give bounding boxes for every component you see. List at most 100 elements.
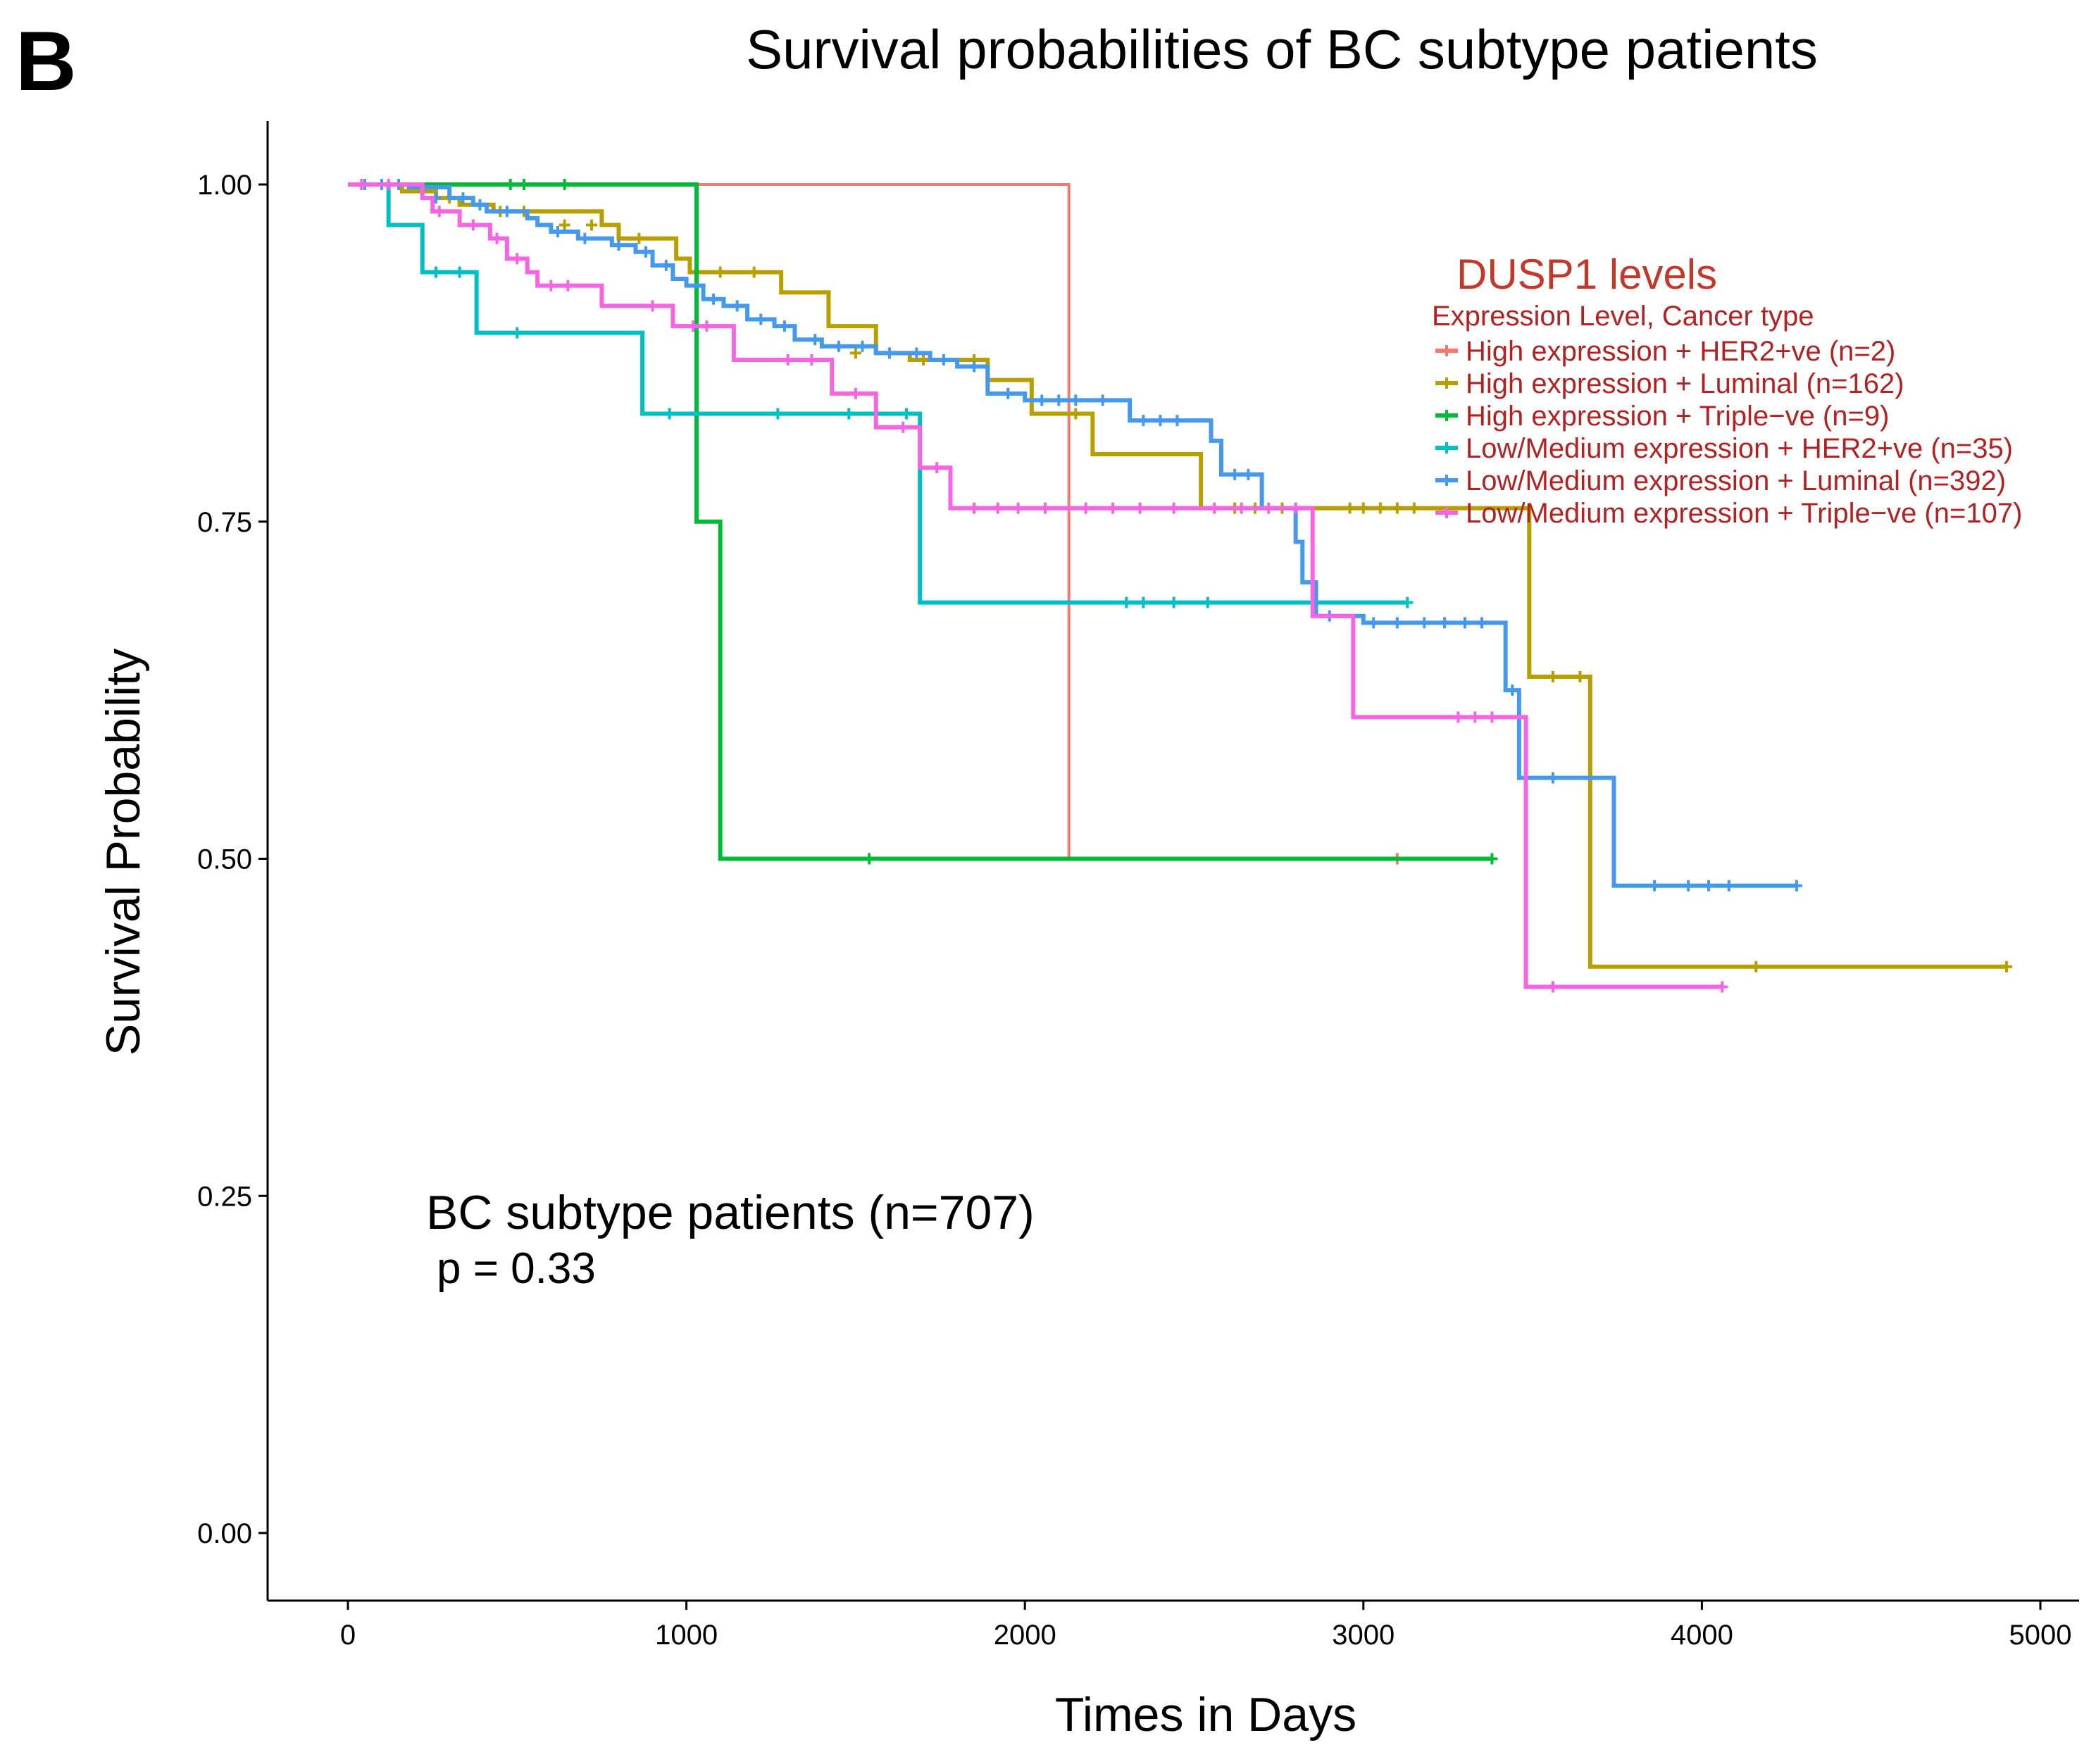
censor-mark bbox=[2000, 961, 2012, 972]
plot-area bbox=[348, 179, 2012, 993]
x-tick-label: 2000 bbox=[994, 1620, 1056, 1651]
legend-label: High expression + HER2+ve (n=2) bbox=[1466, 336, 1895, 367]
censor-mark bbox=[856, 340, 868, 352]
censor-mark bbox=[883, 347, 895, 359]
censor-mark bbox=[1790, 880, 1802, 892]
censor-mark bbox=[457, 192, 469, 204]
censor-mark bbox=[1040, 502, 1052, 514]
series-line bbox=[348, 182, 2007, 969]
y-ticks: 0.00 0.25 0.50 0.75 1.00 bbox=[197, 170, 268, 1549]
censor-mark bbox=[430, 266, 442, 278]
censor-mark bbox=[1486, 853, 1498, 865]
censor-mark bbox=[968, 361, 980, 373]
censor-mark bbox=[1168, 502, 1180, 514]
censor-mark bbox=[1391, 617, 1403, 629]
censor-mark bbox=[714, 266, 726, 278]
y-tick-label: 0.25 bbox=[197, 1181, 252, 1212]
censor-mark bbox=[660, 259, 672, 271]
censor-mark bbox=[687, 320, 699, 332]
censor-mark bbox=[1053, 394, 1065, 406]
censor-mark bbox=[1070, 408, 1082, 420]
series-line bbox=[348, 182, 1797, 888]
legend-label: Low/Medium expression + Luminal (n=392) bbox=[1466, 465, 2006, 496]
censor-mark bbox=[1357, 502, 1369, 514]
annotation-p-value: p = 0.33 bbox=[437, 1244, 596, 1293]
censor-mark bbox=[832, 340, 844, 352]
censor-mark bbox=[1368, 617, 1380, 629]
y-axis-label: Survival Probability bbox=[96, 649, 150, 1056]
series-line bbox=[348, 182, 1723, 989]
censor-mark bbox=[1391, 502, 1403, 514]
censor-mark bbox=[1439, 617, 1451, 629]
censor-mark bbox=[663, 408, 675, 420]
censor-mark bbox=[1649, 880, 1661, 892]
censor-mark bbox=[1012, 502, 1024, 514]
censor-mark bbox=[755, 313, 767, 325]
censor-mark bbox=[1171, 415, 1183, 427]
censor-mark bbox=[640, 246, 651, 258]
censor-mark bbox=[562, 280, 574, 292]
legend-label: Low/Medium expression + HER2+ve (n=35) bbox=[1466, 433, 2013, 464]
censor-mark bbox=[1723, 880, 1735, 892]
censor-mark bbox=[843, 408, 855, 420]
censor-mark bbox=[1097, 394, 1109, 406]
censor-mark bbox=[1209, 502, 1221, 514]
censor-mark bbox=[551, 226, 563, 238]
censor-mark bbox=[748, 266, 760, 278]
censor-mark bbox=[647, 300, 659, 312]
legend-subtitle: Expression Level, Cancer type bbox=[1432, 301, 1814, 332]
x-axis-label: Times in Days bbox=[1055, 1688, 1356, 1741]
legend: DUSP1 levels Expression Level, Cancer ty… bbox=[1432, 251, 2022, 529]
legend-label: High expression + Luminal (n=162) bbox=[1466, 368, 1904, 399]
x-tick-label: 5000 bbox=[2009, 1620, 2072, 1651]
censor-mark bbox=[1121, 596, 1133, 608]
censor-mark bbox=[708, 293, 720, 305]
y-tick-label: 0.00 bbox=[197, 1518, 252, 1549]
censor-mark bbox=[1402, 596, 1414, 608]
censor-mark bbox=[1168, 596, 1180, 608]
censor-mark bbox=[1574, 670, 1586, 682]
axes bbox=[266, 121, 2079, 1602]
y-tick-label: 0.75 bbox=[197, 507, 252, 538]
censor-mark bbox=[1469, 711, 1481, 723]
censor-mark bbox=[1080, 502, 1092, 514]
x-tick-label: 1000 bbox=[655, 1620, 718, 1651]
series-1 bbox=[348, 183, 1403, 865]
censor-mark bbox=[1547, 981, 1559, 993]
censor-mark bbox=[433, 206, 445, 218]
censor-mark bbox=[1202, 596, 1214, 608]
censor-mark bbox=[633, 232, 645, 244]
censor-mark bbox=[731, 300, 743, 312]
censor-mark bbox=[474, 199, 486, 211]
x-tick-label: 0 bbox=[340, 1620, 356, 1651]
censor-mark bbox=[1683, 880, 1695, 892]
censor-mark bbox=[1344, 502, 1356, 514]
censor-mark bbox=[1235, 502, 1247, 514]
censor-mark bbox=[863, 853, 875, 865]
censor-mark bbox=[454, 266, 466, 278]
censor-mark bbox=[1476, 617, 1488, 629]
censor-mark bbox=[931, 462, 943, 474]
censor-mark bbox=[1229, 468, 1241, 480]
y-tick-label: 1.00 bbox=[197, 170, 252, 201]
chart-title: Survival probabilities of BC subtype pat… bbox=[746, 18, 1818, 80]
censor-mark bbox=[1452, 711, 1464, 723]
censor-mark bbox=[613, 239, 625, 251]
censor-mark bbox=[1547, 772, 1559, 784]
censor-mark bbox=[1134, 502, 1146, 514]
censor-mark bbox=[545, 280, 557, 292]
censor-mark bbox=[772, 408, 784, 420]
censor-mark bbox=[900, 408, 912, 420]
censor-mark bbox=[1418, 617, 1430, 629]
censor-mark bbox=[937, 354, 949, 365]
censor-mark bbox=[849, 387, 861, 399]
censor-mark bbox=[918, 354, 930, 365]
panel-letter: B bbox=[15, 14, 77, 108]
censor-mark bbox=[1154, 415, 1166, 427]
censor-mark bbox=[1137, 415, 1149, 427]
censor-mark bbox=[511, 327, 523, 339]
censor-mark bbox=[1002, 387, 1014, 399]
censor-mark bbox=[1263, 502, 1275, 514]
censor-mark bbox=[778, 320, 790, 332]
